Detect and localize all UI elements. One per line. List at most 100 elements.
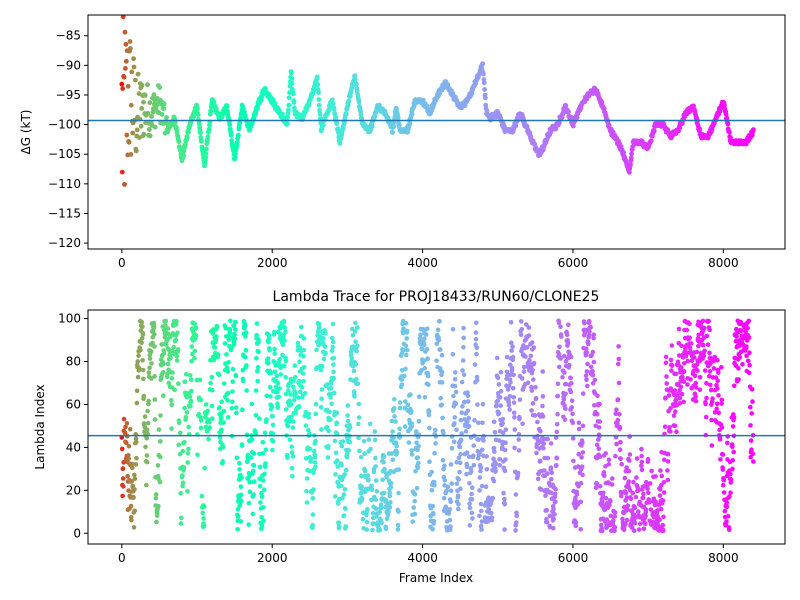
lambda-point	[626, 479, 631, 484]
lambda-point	[541, 445, 546, 451]
delta-g-point	[420, 97, 426, 103]
lambda-point	[624, 517, 630, 523]
lambda-point	[681, 379, 687, 384]
lambda-point	[599, 528, 605, 534]
lambda-point	[287, 398, 292, 404]
lambda-point	[301, 371, 306, 376]
lambda-point	[595, 412, 600, 417]
lambda-point	[585, 383, 590, 389]
lambda-point	[134, 388, 140, 394]
lambda-point	[569, 381, 574, 386]
delta-g-point	[139, 106, 145, 111]
lambda-point	[500, 416, 506, 422]
lambda-point	[579, 464, 585, 470]
lambda-point	[183, 415, 189, 420]
lambda-point	[440, 415, 445, 421]
delta-g-point	[286, 95, 292, 101]
lambda-point	[220, 459, 225, 464]
lambda-point	[178, 521, 184, 526]
lambda-point	[336, 520, 342, 525]
lambda-point	[146, 370, 152, 375]
lambda-point	[262, 471, 267, 477]
lambda-point	[342, 487, 348, 492]
lambda-point	[225, 415, 231, 420]
lambda-point	[364, 527, 370, 532]
lambda-point	[665, 459, 671, 464]
lambda-point	[311, 448, 317, 454]
lambda-point	[143, 444, 148, 450]
lambda-point	[301, 336, 307, 341]
lambda-point	[146, 398, 151, 404]
lambda-point	[238, 484, 244, 490]
lambda-point	[141, 393, 147, 399]
lambda-point	[330, 321, 336, 327]
lambda-point	[672, 423, 678, 429]
lambda-point	[253, 412, 259, 418]
delta-g-point	[563, 103, 569, 109]
lambda-point	[340, 439, 346, 444]
lambda-point	[512, 445, 517, 451]
lambda-point	[704, 380, 709, 386]
lambda-point	[356, 415, 362, 420]
lambda-point	[540, 414, 546, 419]
lambda-point	[512, 415, 517, 420]
lambda-point	[436, 338, 442, 343]
lambda-point	[709, 443, 715, 448]
lambda-point	[347, 439, 353, 445]
lambda-point	[693, 398, 699, 404]
lambda-point	[422, 365, 428, 371]
delta-g-point	[147, 127, 152, 132]
x-tick-label: 8000	[708, 256, 739, 270]
delta-g-point	[648, 138, 654, 144]
lambda-point	[671, 413, 677, 418]
lambda-point	[301, 379, 306, 384]
delta-g-point	[725, 121, 731, 127]
lambda-point	[639, 446, 644, 452]
lambda-point	[210, 387, 215, 393]
lambda-point	[453, 401, 459, 407]
lambda-point	[568, 389, 574, 395]
lambda-point	[397, 426, 402, 432]
lambda-point	[694, 362, 700, 367]
lambda-point	[320, 335, 326, 341]
lambda-point	[145, 420, 151, 426]
lambda-point	[310, 522, 315, 528]
lambda-point	[469, 491, 474, 497]
lambda-point	[748, 454, 753, 460]
lambda-point	[136, 353, 141, 359]
lambda-point	[422, 395, 428, 400]
lambda-point	[607, 502, 612, 508]
lambda-point	[513, 528, 518, 533]
lambda-point	[465, 393, 471, 399]
lambda-point	[527, 360, 532, 366]
lambda-point	[270, 438, 276, 444]
lambda-point	[578, 527, 583, 532]
lambda-point	[639, 453, 644, 459]
delta-g-point	[337, 141, 343, 146]
lambda-point	[328, 386, 334, 391]
lambda-point	[441, 430, 446, 436]
lambda-point	[582, 330, 588, 336]
delta-g-point	[228, 132, 234, 138]
lambda-point	[484, 454, 489, 459]
x-tick-label: 8000	[708, 551, 739, 565]
lambda-point	[564, 332, 570, 338]
lambda-point	[336, 524, 342, 529]
lambda-point	[475, 402, 480, 407]
delta-g-point	[391, 123, 396, 129]
lambda-point	[464, 450, 470, 455]
lambda-point	[685, 358, 691, 364]
lambda-point	[610, 476, 615, 481]
lambda-point	[646, 490, 651, 496]
lambda-point	[561, 353, 567, 359]
lambda-point	[621, 527, 627, 533]
lambda-point	[139, 320, 145, 325]
lambda-point	[165, 371, 170, 377]
lambda-point	[182, 379, 188, 385]
lambda-point	[357, 448, 362, 454]
lambda-point	[751, 459, 756, 464]
lambda-point	[301, 347, 307, 353]
lambda-point	[250, 511, 256, 517]
lambda-point	[296, 403, 302, 409]
lambda-point	[590, 372, 596, 378]
